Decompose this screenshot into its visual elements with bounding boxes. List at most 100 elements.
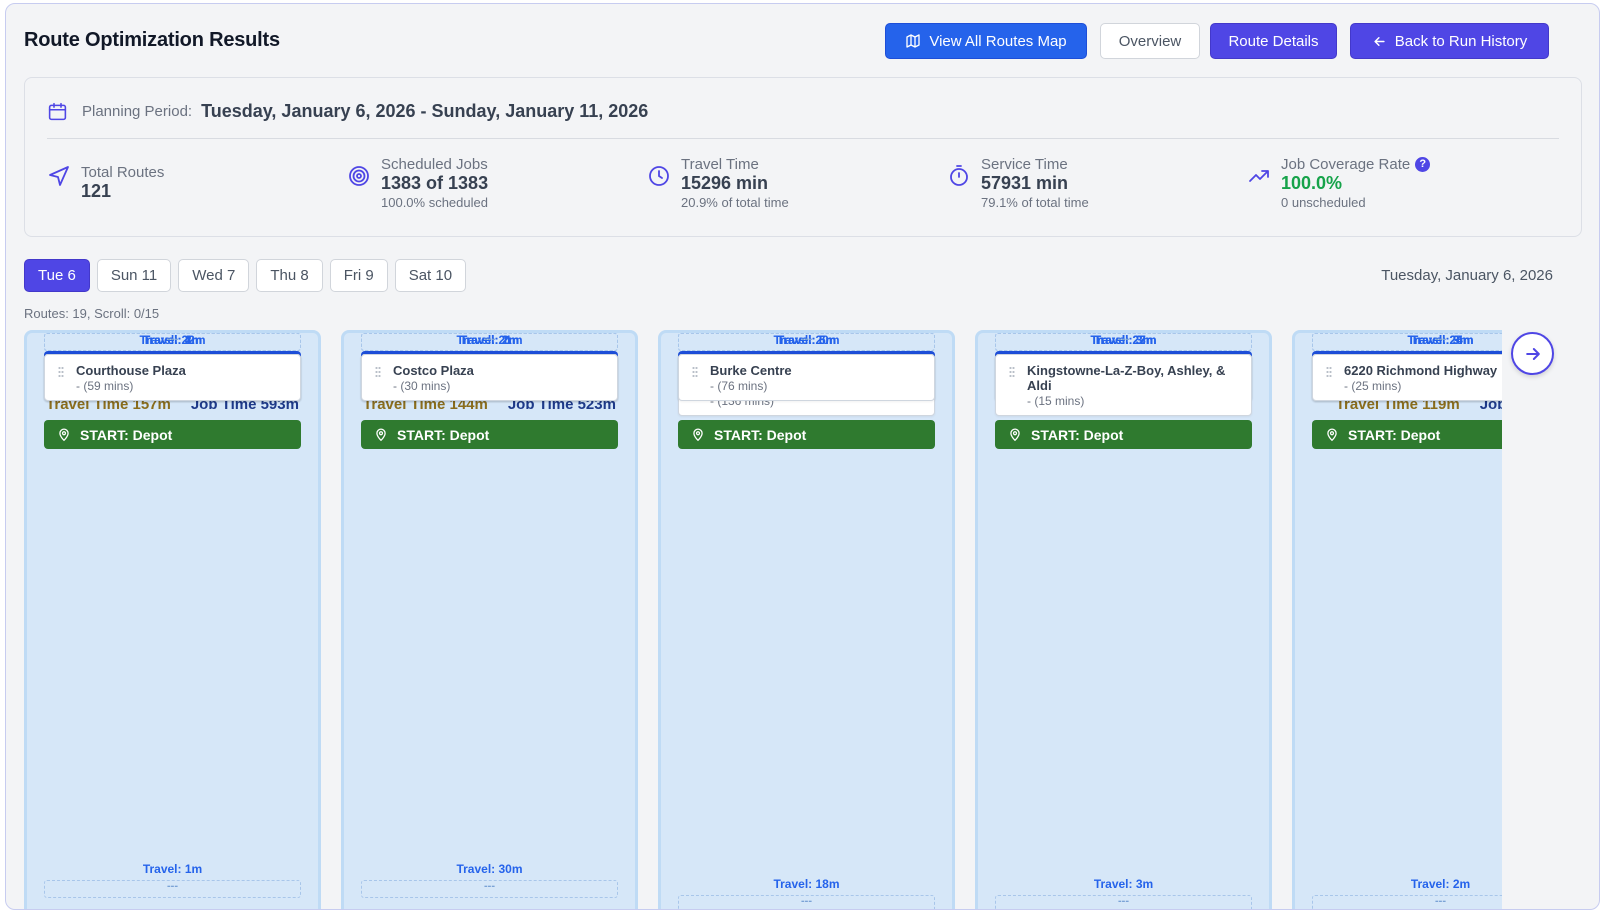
stat-value: 121 [81,181,112,201]
stop-duration: - (76 mins) [710,379,768,393]
tab-sun-11[interactable]: Sun 11 [96,259,172,292]
selected-date: Tuesday, January 6, 2026 [1381,267,1553,284]
stop-name: 6220 Richmond Highway [1344,363,1498,378]
stat-label: Scheduled Jobs [381,156,488,173]
drop-zone[interactable]: --- [44,880,301,898]
map-pin-icon [376,428,386,441]
stop-card[interactable]: Burke Centre - (76 mins) [678,354,935,401]
overview-button[interactable]: Overview [1100,23,1200,59]
drag-handle-icon[interactable] [692,366,698,378]
route-column: Night Route 12 (1-crew) (12 Jobs)Travel … [975,330,1272,909]
drop-zone[interactable]: --- [995,333,1252,351]
stop-name: Costco Plaza [393,363,474,378]
travel-segment: Travel: 27m [1090,333,1157,347]
start-depot: START: Depot [44,420,301,449]
drag-handle-icon[interactable] [375,366,381,378]
tab-fri-9[interactable]: Fri 9 [329,259,388,292]
drop-zone[interactable]: --- [1312,333,1502,351]
map-pin-icon [1327,428,1337,441]
tab-sat-10[interactable]: Sat 10 [394,259,467,292]
target-icon [349,166,369,186]
stat-total-routes: Total Routes 121 [47,164,164,202]
travel-segment: Travel: 2m [142,333,203,347]
start-label: START: Depot [80,426,173,443]
stat-label: Job Coverage Rate ? [1281,156,1431,173]
view-all-routes-map-button[interactable]: View All Routes Map [885,23,1087,59]
start-depot: START: Depot [678,420,935,449]
start-label: START: Depot [397,426,490,443]
route-column: Night Route 1 (2-crew) (18 Jobs)Travel T… [24,330,321,909]
back-to-run-history-button[interactable]: Back to Run History [1350,23,1549,59]
arrow-left-icon [1374,36,1385,46]
travel-segment: Travel: 2m [1410,877,1471,891]
travel-segment: Travel: 20m [773,333,840,347]
help-icon[interactable]: ? [1415,157,1431,172]
stop-duration: - (15 mins) [1027,394,1085,408]
drop-zone[interactable]: --- [1312,895,1502,909]
stop-duration: - (30 mins) [393,379,451,393]
map-pin-icon [693,428,703,441]
travel-segment: Travel: 9m [1410,333,1471,347]
drop-zone[interactable]: --- [678,333,935,351]
stat-value: 100.0% [1281,173,1343,193]
tab-thu-8[interactable]: Thu 8 [256,259,323,292]
drop-zone[interactable]: --- [678,895,935,909]
stop-card[interactable]: Kingstowne-La-Z-Boy, Ashley, & Aldi - (15… [995,354,1252,416]
tab-tue-6[interactable]: Tue 6 [24,259,90,292]
arrow-right-icon [1525,347,1540,360]
drop-zone[interactable]: --- [361,333,618,351]
travel-segment: Travel: 3m [1093,877,1154,891]
start-depot: START: Depot [995,420,1252,449]
travel-segment: Travel: 2m [459,333,520,347]
day-tabs: Tue 6 Sun 11 Wed 7 Thu 8 Fri 9 Sat 10 [24,259,467,292]
stop-card[interactable]: Courthouse Plaza - (59 mins) [44,354,301,401]
drag-handle-icon[interactable] [1009,366,1015,378]
travel-segment: Travel: 3m [1093,333,1154,347]
calendar-icon [48,102,67,120]
stop-card[interactable]: 6220 Richmond Highway - (25 mins) [1312,354,1502,401]
scroll-right-button[interactable] [1511,332,1554,375]
route-details-button[interactable]: Route Details [1210,23,1337,59]
drag-handle-icon[interactable] [1326,366,1332,378]
travel-segment: Travel: 22m [139,333,206,347]
start-depot: START: Depot [361,420,618,449]
travel-segment: Travel: 1m [142,333,203,347]
route-column: Night Route 10 (1-crew) (10 Jobs)Travel … [341,330,638,909]
stop-name: Burke Centre [710,363,792,378]
stop-card[interactable]: Costco Plaza - (30 mins) [361,354,618,401]
map-pin-icon [1010,428,1020,441]
travel-segment: Travel: 6m [776,333,837,347]
travel-segment: Travel: 3m [1093,333,1154,347]
drop-zone[interactable]: --- [44,333,301,351]
navigation-icon [49,166,69,186]
travel-segment: Travel: 3m [1410,333,1471,347]
routes-info: Routes: 19, Scroll: 0/15 [24,306,160,321]
tab-wed-7[interactable]: Wed 7 [178,259,250,292]
summary-panel: Planning Period: Tuesday, January 6, 202… [24,77,1582,237]
travel-segment: Travel: 5m [776,333,837,347]
planning-period-label: Planning Period: [82,102,193,120]
drag-handle-icon[interactable] [58,366,64,378]
stat-label: Travel Time [681,156,759,173]
stat-sub: 100.0% scheduled [381,195,488,210]
stat-label: Total Routes [81,164,165,181]
travel-segment: Travel: 2m [459,333,520,347]
summary-divider [47,138,1559,139]
planning-period: Planning Period: Tuesday, January 6, 202… [47,98,648,124]
start-label: START: Depot [714,426,807,443]
drop-zone[interactable]: --- [361,880,618,898]
drop-zone[interactable]: --- [995,895,1252,909]
travel-segment: Travel: 18m [773,877,840,891]
start-label: START: Depot [1031,426,1124,443]
planning-period-value: Tuesday, January 6, 2026 - Sunday, Janua… [201,100,649,121]
routes-board: Night Route 1 (2-crew) (18 Jobs)Travel T… [24,330,1502,909]
travel-segment: Travel: 25m [1407,333,1474,347]
timer-icon [950,165,968,186]
stat-sub: 20.9% of total time [681,195,789,210]
page-title: Route Optimization Results [24,29,280,51]
stop-name: Courthouse Plaza [76,363,186,378]
travel-segment: Travel: 21m [456,333,523,347]
view-all-routes-map-label: View All Routes Map [929,32,1067,50]
stat-value: 15296 min [681,173,769,193]
stat-label-text: Job Coverage Rate [1281,156,1411,173]
